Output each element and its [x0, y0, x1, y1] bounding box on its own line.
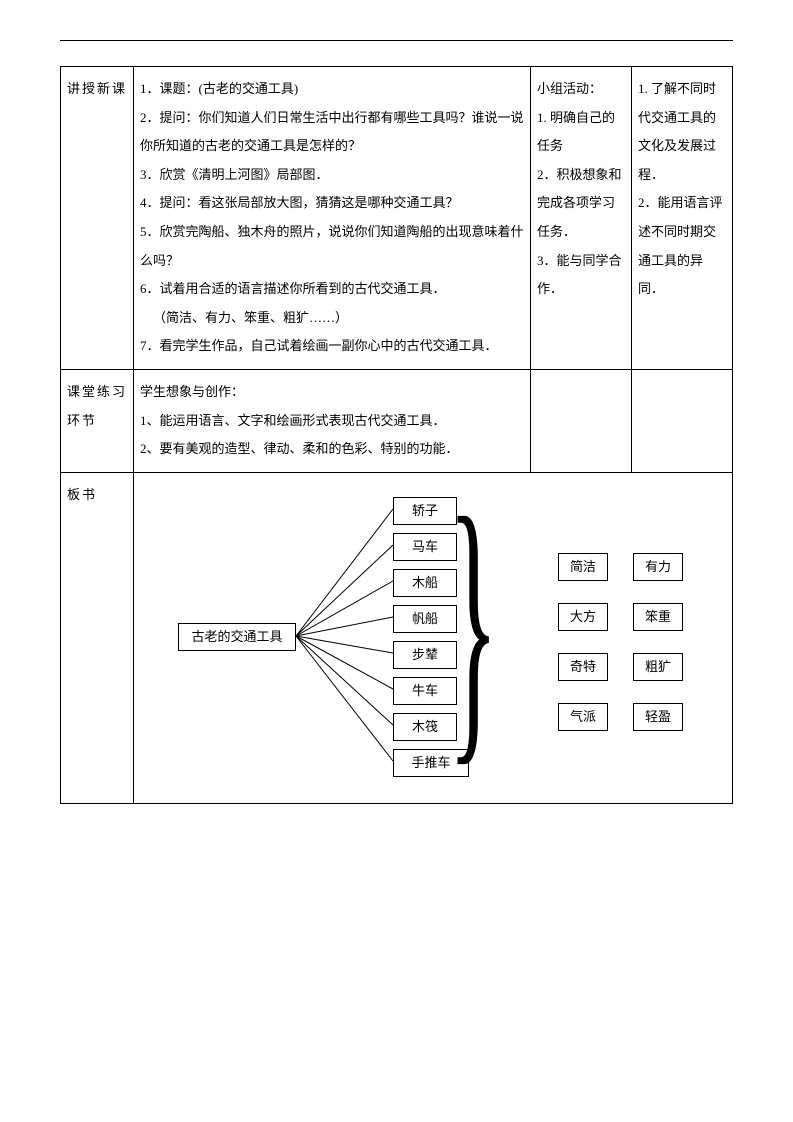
diagram-adj-box: 大方	[558, 603, 608, 631]
diagram-adj-box: 奇特	[558, 653, 608, 681]
cell-section-title: 讲授新课	[61, 67, 134, 370]
cell-activity: 小组活动： 1. 明确自己的任务 2．积极想象和完成各项学习任务． 3．能与同学…	[531, 67, 632, 370]
cell-diagram: 古老的交通工具 轿子 马车 木船 帆船 步辇 牛车 木筏 手推车 } 简洁 有力…	[134, 472, 733, 803]
lesson-plan-table: 讲授新课 1．课题：(古老的交通工具) 2．提问：你们知道人们日常生活中出行都有…	[60, 66, 733, 804]
content-line: 2．能用语言评述不同时期交通工具的异同．	[638, 189, 726, 303]
content-line: 3．欣赏《清明上河图》局部图．	[140, 161, 524, 190]
diagram-adj-box: 轻盈	[633, 703, 683, 731]
brace-icon: }	[448, 473, 498, 773]
table-row: 课堂练习环节 学生想象与创作： 1、能运用语言、文字和绘画形式表现古代交通工具．…	[61, 369, 733, 472]
table-row: 板书 古老的交通工具 轿子 马车 木船 帆船	[61, 472, 733, 803]
cell-goal: 1. 了解不同时代交通工具的文化及发展过程． 2．能用语言评述不同时期交通工具的…	[632, 67, 733, 370]
content-line: 2．提问：你们知道人们日常生活中出行都有哪些工具吗？谁说一说你所知道的古老的交通…	[140, 104, 524, 161]
content-line: 1．课题：(古老的交通工具)	[140, 75, 524, 104]
content-line: 1、能运用语言、文字和绘画形式表现古代交通工具．	[140, 407, 524, 436]
diagram-adj-box: 气派	[558, 703, 608, 731]
content-line: 6．试着用合适的语言描述你所看到的古代交通工具．	[140, 275, 524, 304]
page-top-rule	[60, 40, 733, 41]
content-line: （简洁、有力、笨重、粗犷……）	[153, 304, 524, 333]
content-line: 4．提问：看这张局部放大图，猜猜这是哪种交通工具？	[140, 189, 524, 218]
cell-goal	[632, 369, 733, 472]
cell-section-title: 板书	[61, 472, 134, 803]
content-line: 1. 了解不同时代交通工具的文化及发展过程．	[638, 75, 726, 189]
content-line: 3．能与同学合作．	[537, 247, 625, 304]
content-line: 1. 明确自己的任务	[537, 104, 625, 161]
diagram-adj-box: 粗犷	[633, 653, 683, 681]
diagram-root-box: 古老的交通工具	[178, 623, 296, 651]
diagram-wrap: 古老的交通工具 轿子 马车 木船 帆船 步辇 牛车 木筏 手推车 } 简洁 有力…	[138, 483, 728, 793]
content-line: 小组活动：	[537, 75, 625, 104]
content-line: 学生想象与创作：	[140, 378, 524, 407]
diagram-adj-box: 笨重	[633, 603, 683, 631]
content-line: 2．积极想象和完成各项学习任务．	[537, 161, 625, 247]
cell-content: 1．课题：(古老的交通工具) 2．提问：你们知道人们日常生活中出行都有哪些工具吗…	[134, 67, 531, 370]
content-line: 5．欣赏完陶船、独木舟的照片，说说你们知道陶船的出现意味着什么吗？	[140, 218, 524, 275]
cell-activity	[531, 369, 632, 472]
content-line: 7．看完学生作品，自己试着绘画一副你心中的古代交通工具．	[140, 332, 524, 361]
diagram-adj-box: 有力	[633, 553, 683, 581]
table-row: 讲授新课 1．课题：(古老的交通工具) 2．提问：你们知道人们日常生活中出行都有…	[61, 67, 733, 370]
diagram-adj-box: 简洁	[558, 553, 608, 581]
cell-section-title: 课堂练习环节	[61, 369, 134, 472]
